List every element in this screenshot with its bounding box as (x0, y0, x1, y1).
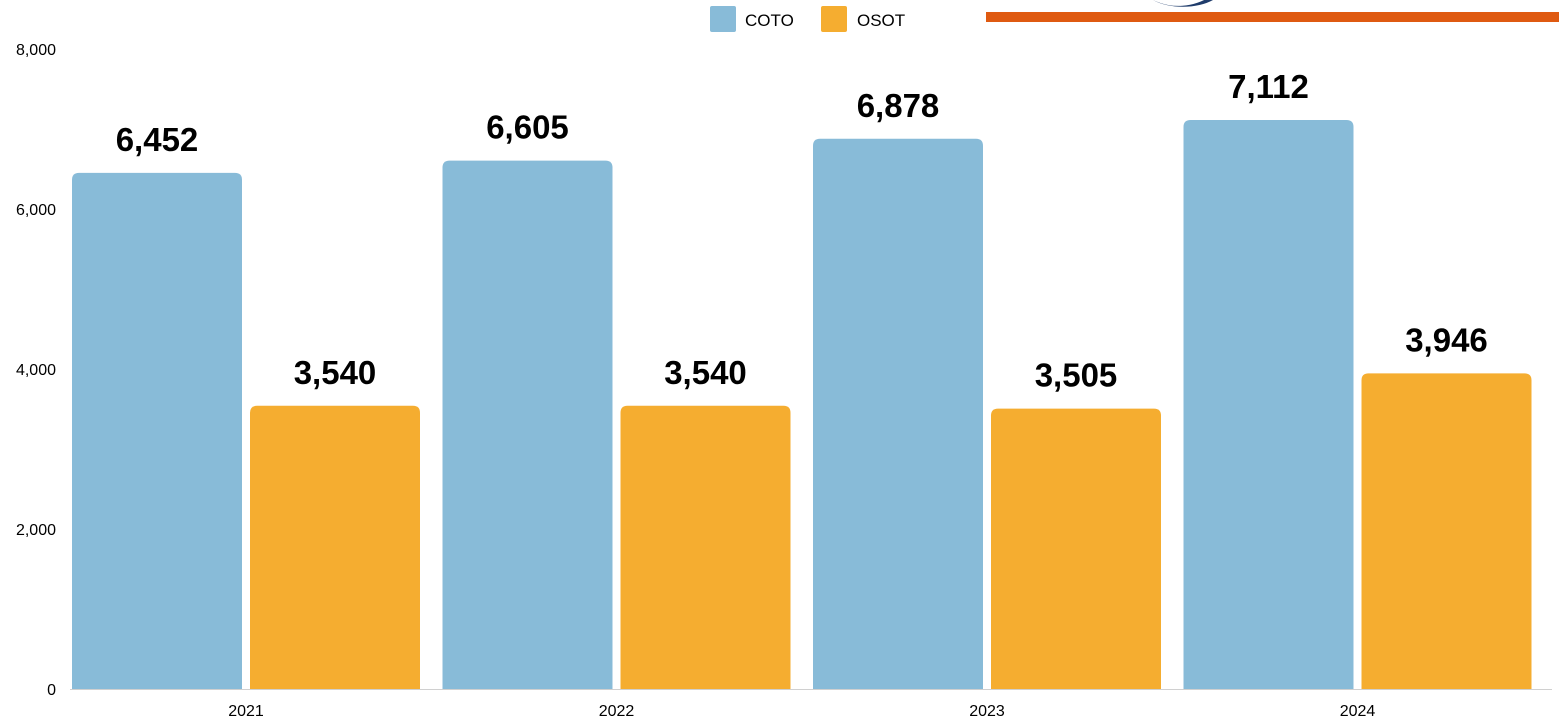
y-tick-label: 2,000 (16, 522, 56, 539)
x-axis: 2021 2022 2023 2024 (70, 689, 1552, 720)
x-tick-label: 2024 (1340, 703, 1376, 720)
y-tick-label: 4,000 (16, 362, 56, 379)
logo-fragment-arc (1153, 0, 1213, 7)
bar-osot-2024 (1361, 373, 1532, 689)
data-label-osot-2022: 3,540 (664, 354, 747, 391)
bar-coto-2023 (813, 138, 983, 689)
legend-label-osot: OSOT (857, 11, 905, 30)
x-tick-label: 2021 (228, 703, 264, 720)
accent-bar (986, 12, 1559, 22)
y-axis: 0 2,000 4,000 6,000 8,000 (16, 42, 56, 699)
bar-coto-2024 (1183, 120, 1354, 690)
bar-osot-2022 (620, 405, 791, 689)
legend: COTO OSOT (710, 6, 905, 32)
bar-coto-2021 (72, 172, 242, 690)
y-tick-label: 8,000 (16, 42, 56, 59)
bar-coto-2022 (442, 160, 613, 690)
y-tick-label: 6,000 (16, 202, 56, 219)
data-label-osot-2024: 3,946 (1405, 321, 1488, 358)
y-tick-label: 0 (47, 682, 56, 699)
bar-osot-2021 (250, 405, 420, 689)
x-tick-label: 2022 (599, 703, 635, 720)
data-label-osot-2021: 3,540 (294, 354, 377, 391)
data-label-coto-2023: 6,878 (857, 87, 940, 124)
data-label-coto-2022: 6,605 (486, 109, 569, 146)
data-label-osot-2023: 3,505 (1035, 357, 1118, 394)
x-tick-label: 2023 (969, 703, 1005, 720)
bars: 6,452 3,540 6,605 3,540 6,878 3,505 7,112 3,946 (72, 68, 1532, 690)
data-label-coto-2021: 6,452 (116, 121, 199, 158)
legend-swatch-coto (710, 6, 736, 32)
bar-osot-2023 (991, 408, 1161, 689)
data-label-coto-2024: 7,112 (1228, 68, 1309, 105)
legend-swatch-osot (821, 6, 847, 32)
legend-label-coto: COTO (745, 11, 794, 30)
